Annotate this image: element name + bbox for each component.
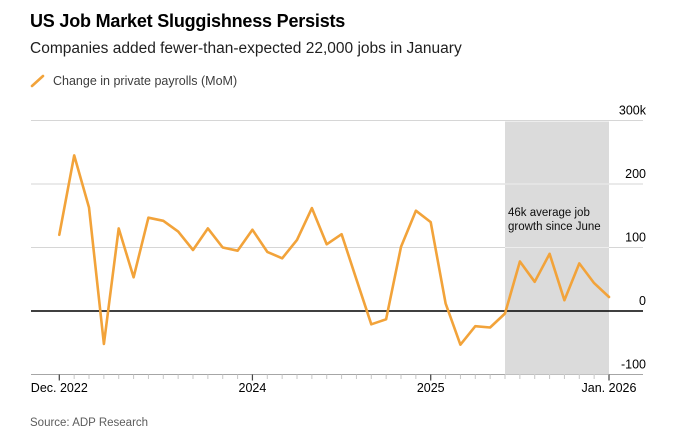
- legend-label: Change in private payrolls (MoM): [53, 74, 238, 88]
- x-axis-tick-label: Dec. 2022: [31, 381, 88, 395]
- y-axis-tick-label: 200: [625, 167, 646, 181]
- annotation-line-2: growth since June: [508, 221, 601, 233]
- annotation-line-1: 46k average job: [508, 207, 590, 219]
- x-axis-tick-label: 2025: [417, 381, 445, 395]
- source-note: Source: ADP Research: [30, 417, 149, 429]
- shaded-region-annotation: 46k average job growth since June: [508, 206, 601, 234]
- x-axis-tick-label: Jan. 2026: [582, 381, 637, 395]
- y-axis-tick-label: 300k: [619, 104, 647, 118]
- chart-title: US Job Market Sluggishness Persists: [30, 11, 346, 31]
- legend: Change in private payrolls (MoM): [30, 74, 237, 88]
- private-payrolls-series-line: [57, 154, 611, 347]
- x-axis-tick-label: 2024: [239, 381, 267, 395]
- y-axis-tick-label: -100: [621, 358, 646, 372]
- legend-line-icon: [30, 74, 46, 88]
- chart-subtitle: Companies added fewer-than-expected 22,0…: [30, 40, 462, 57]
- y-axis-tick-label: 0: [639, 294, 646, 308]
- payrolls-line-chart: Dec. 2022 2024 2025 Jan. 2026 300k 200 100 0 -10…: [31, 104, 647, 396]
- y-axis-tick-label: 100: [625, 231, 646, 245]
